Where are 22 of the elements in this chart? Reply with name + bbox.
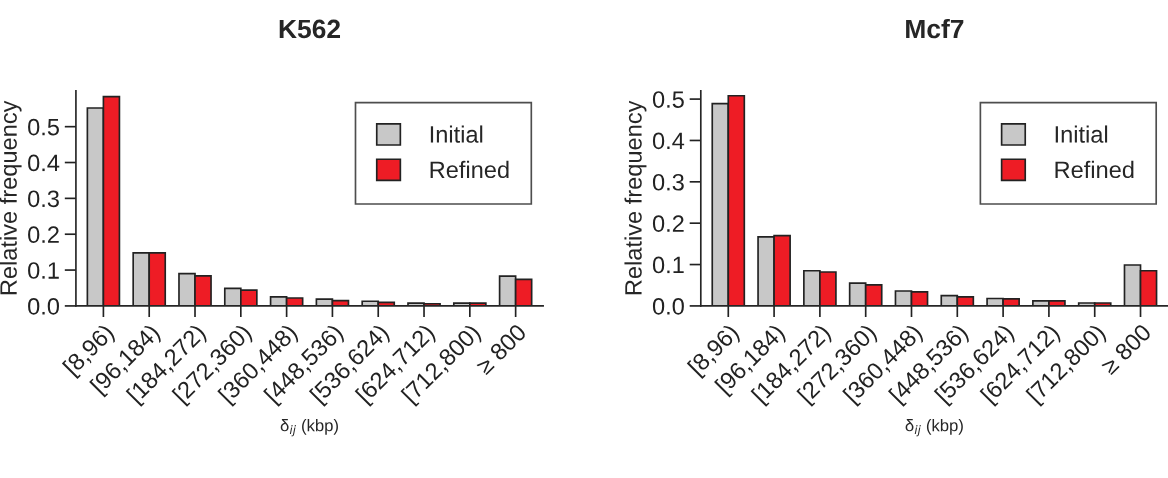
y-axis-title: Relative frequency (624, 100, 647, 295)
y-tick-label: 0.4 (652, 132, 685, 150)
y-tick-label: 0.2 (28, 226, 59, 244)
y-tick-label: 0.0 (652, 297, 684, 315)
y-tick-label: 0.2 (652, 215, 684, 232)
chart-title: Mcf7 (906, 18, 964, 39)
legend-label: Initial (1055, 125, 1108, 143)
y-tick-label: 0.3 (28, 190, 59, 208)
y-tick-label: 0.4 (28, 154, 60, 172)
legend-label: Refined (430, 160, 509, 179)
y-tick-label: 0.1 (652, 256, 684, 274)
y-axis-title: Relative frequency (0, 100, 22, 295)
x-axis-title: δ$_{ij}$ (kbp) (905, 419, 963, 437)
x-axis-title: δ$_{ij}$ (kbp) (280, 419, 338, 437)
legend-label: Refined (1055, 160, 1134, 179)
chart-title: K562 (279, 19, 341, 39)
legend-label: Initial (430, 125, 483, 143)
y-tick-label: 0.1 (28, 262, 59, 279)
y-tick-label: 0.5 (652, 91, 684, 108)
y-tick-label: 0.5 (28, 118, 59, 136)
y-tick-label: 0.0 (28, 297, 60, 315)
y-tick-label: 0.3 (652, 173, 684, 191)
